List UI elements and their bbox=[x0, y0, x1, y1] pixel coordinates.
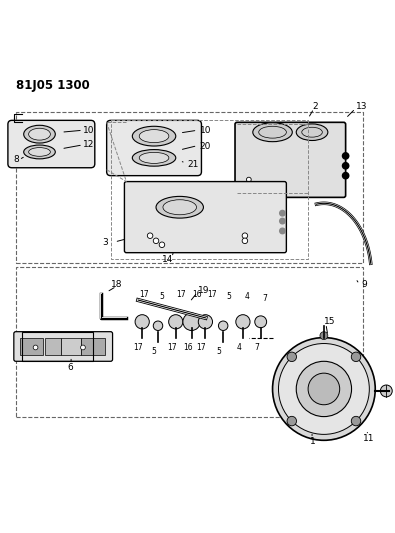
Text: 15: 15 bbox=[324, 317, 335, 326]
Circle shape bbox=[280, 211, 285, 216]
Text: 17: 17 bbox=[134, 343, 143, 352]
Text: 8: 8 bbox=[14, 155, 20, 164]
Bar bbox=[61, 337, 81, 356]
Text: 20: 20 bbox=[199, 142, 211, 150]
Text: 4: 4 bbox=[237, 343, 241, 352]
Circle shape bbox=[280, 219, 285, 224]
Circle shape bbox=[242, 233, 248, 238]
Ellipse shape bbox=[28, 128, 51, 140]
FancyBboxPatch shape bbox=[235, 123, 346, 197]
Ellipse shape bbox=[24, 125, 55, 143]
Text: 17: 17 bbox=[176, 289, 186, 298]
Circle shape bbox=[280, 228, 285, 233]
FancyBboxPatch shape bbox=[124, 182, 286, 253]
Ellipse shape bbox=[28, 148, 51, 156]
FancyBboxPatch shape bbox=[8, 120, 95, 168]
Circle shape bbox=[342, 163, 349, 169]
Circle shape bbox=[147, 233, 153, 238]
Text: 5: 5 bbox=[217, 347, 222, 356]
Text: 7: 7 bbox=[254, 343, 259, 352]
Text: 17: 17 bbox=[167, 343, 177, 352]
Ellipse shape bbox=[253, 123, 292, 142]
Circle shape bbox=[380, 385, 392, 397]
Circle shape bbox=[255, 316, 267, 328]
Circle shape bbox=[183, 313, 200, 330]
Text: 10: 10 bbox=[199, 126, 211, 135]
Circle shape bbox=[159, 242, 165, 247]
Ellipse shape bbox=[163, 200, 197, 215]
Text: 81J05 1300: 81J05 1300 bbox=[16, 79, 90, 92]
Circle shape bbox=[273, 337, 375, 440]
Text: 17: 17 bbox=[139, 289, 149, 298]
Circle shape bbox=[169, 314, 183, 329]
Circle shape bbox=[278, 344, 369, 434]
Ellipse shape bbox=[296, 124, 328, 141]
Text: 18: 18 bbox=[111, 280, 122, 289]
Text: 4: 4 bbox=[245, 292, 249, 301]
Text: 10: 10 bbox=[83, 126, 94, 135]
Ellipse shape bbox=[302, 127, 322, 137]
Ellipse shape bbox=[132, 126, 176, 146]
Text: 16: 16 bbox=[183, 343, 192, 352]
Bar bbox=[45, 337, 61, 356]
Text: 6: 6 bbox=[67, 363, 73, 372]
Circle shape bbox=[320, 332, 328, 340]
Ellipse shape bbox=[259, 126, 286, 138]
Circle shape bbox=[81, 345, 85, 350]
Circle shape bbox=[242, 238, 248, 244]
Text: 21: 21 bbox=[188, 160, 199, 169]
Circle shape bbox=[153, 321, 163, 330]
Circle shape bbox=[33, 345, 38, 350]
Ellipse shape bbox=[156, 196, 203, 218]
Text: 9: 9 bbox=[361, 280, 367, 289]
Ellipse shape bbox=[139, 130, 169, 143]
Circle shape bbox=[236, 314, 250, 329]
Text: 17: 17 bbox=[197, 343, 206, 352]
Circle shape bbox=[296, 361, 352, 417]
Bar bbox=[81, 337, 105, 356]
Text: 1: 1 bbox=[310, 437, 316, 446]
Circle shape bbox=[287, 352, 297, 361]
Text: 5: 5 bbox=[226, 292, 231, 301]
Bar bbox=[22, 332, 93, 361]
Circle shape bbox=[135, 314, 149, 329]
Circle shape bbox=[351, 352, 361, 361]
Text: 17: 17 bbox=[208, 289, 217, 298]
Bar bbox=[20, 337, 43, 356]
Circle shape bbox=[153, 238, 159, 244]
Text: 5: 5 bbox=[160, 292, 164, 301]
Ellipse shape bbox=[132, 150, 176, 166]
Text: 2: 2 bbox=[312, 102, 318, 111]
FancyBboxPatch shape bbox=[107, 120, 201, 176]
Text: 13: 13 bbox=[356, 102, 367, 111]
Text: 7: 7 bbox=[262, 294, 267, 303]
Text: 16: 16 bbox=[193, 289, 202, 298]
Text: 19: 19 bbox=[198, 286, 209, 295]
Circle shape bbox=[287, 416, 297, 426]
Circle shape bbox=[308, 373, 340, 405]
Text: 14: 14 bbox=[162, 255, 173, 264]
Circle shape bbox=[342, 173, 349, 179]
Ellipse shape bbox=[139, 152, 169, 164]
Circle shape bbox=[218, 321, 228, 330]
Text: 5: 5 bbox=[152, 347, 156, 356]
Text: 11: 11 bbox=[363, 434, 375, 443]
Circle shape bbox=[351, 416, 361, 426]
FancyBboxPatch shape bbox=[14, 332, 113, 361]
Text: 12: 12 bbox=[83, 140, 94, 149]
Circle shape bbox=[246, 177, 251, 182]
Circle shape bbox=[342, 153, 349, 159]
Ellipse shape bbox=[24, 145, 55, 159]
Text: 3: 3 bbox=[103, 238, 109, 247]
Circle shape bbox=[246, 183, 251, 188]
Circle shape bbox=[198, 314, 213, 329]
